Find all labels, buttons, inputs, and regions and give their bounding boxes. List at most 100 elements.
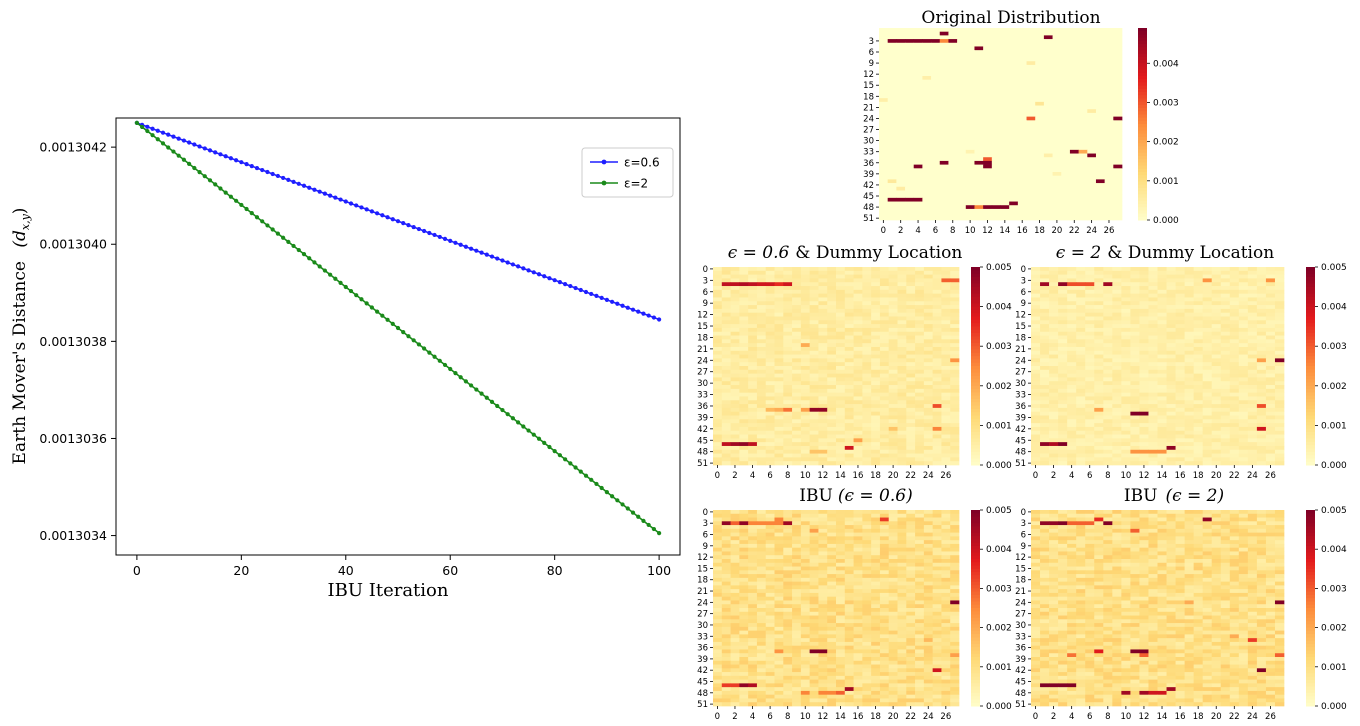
heatmap-cell [1078, 79, 1088, 84]
heatmap-cell [906, 407, 916, 413]
heatmap-cell [1202, 434, 1213, 439]
heatmap-cell [931, 127, 941, 132]
heatmap-cell [1095, 101, 1105, 106]
heatmap-cell [897, 320, 907, 325]
heatmap-cell [1139, 362, 1149, 367]
heatmap-cell [756, 388, 767, 394]
heatmap-cell [887, 94, 897, 99]
heatmap-cell [748, 343, 758, 348]
heatmap-cell [1094, 312, 1104, 317]
heatmap-cell [923, 430, 933, 435]
colorbar-segment [1306, 382, 1315, 387]
data-point [615, 301, 620, 306]
heatmap-cell [1078, 135, 1088, 140]
heatmap-cell [991, 190, 1001, 195]
heatmap-cell [1040, 289, 1050, 295]
heatmap-cell [923, 305, 933, 310]
heatmap-cell [1184, 267, 1194, 272]
heatmap-cell [915, 358, 925, 363]
line-x-ticks: 0 20 40 60 80 100 [133, 555, 671, 578]
heatmap-cell [913, 35, 923, 40]
data-point [155, 137, 160, 142]
heatmap-cell [713, 346, 723, 352]
heatmap-cell [1017, 186, 1027, 191]
data-point [495, 403, 500, 409]
heatmap-cell [1211, 449, 1222, 454]
heatmap-cell [1009, 168, 1019, 173]
heatmap-cell [897, 377, 907, 382]
heatmap-cell [1274, 346, 1285, 352]
heatmap-cell [897, 453, 907, 458]
heatmap-cell [1130, 267, 1140, 272]
heatmap-cell [1087, 83, 1097, 88]
heatmap-cell [957, 98, 967, 103]
heatmap-cell [879, 149, 889, 154]
heatmap-cell [896, 50, 906, 55]
heatmap-cell [923, 354, 933, 359]
heatmap-cell [1265, 453, 1276, 458]
heatmap-cell [774, 343, 784, 348]
heatmap-cell [923, 453, 933, 458]
heatmap-cell [1113, 183, 1123, 188]
heatmap-cell [915, 327, 925, 333]
heatmap-cell [887, 149, 897, 154]
heatmap-cell [1130, 335, 1140, 340]
heatmap-cell [862, 461, 872, 466]
heatmap-cell [774, 270, 784, 275]
heatmap-cell [1087, 190, 1097, 195]
heatmap-cell [932, 377, 942, 382]
heatmap-cell [748, 274, 758, 279]
heatmap-cell [765, 274, 775, 279]
heatmap-cell [827, 358, 837, 363]
heatmap-cell [1061, 72, 1071, 77]
heatmap-cell [1148, 343, 1158, 348]
heatmap-cell [774, 358, 784, 363]
heatmap-cell [730, 453, 740, 458]
heatmap-cell [774, 297, 784, 302]
heatmap-cell [931, 61, 941, 66]
heatmap-cell [792, 278, 802, 283]
heatmap-cell [915, 335, 925, 340]
data-point [275, 231, 280, 236]
heatmap-cell [915, 278, 925, 283]
heatmap-cell [1076, 423, 1086, 428]
heatmap-cell [991, 160, 1001, 165]
heatmap-cell [923, 461, 933, 466]
heatmap-cell [888, 423, 898, 428]
heatmap-cell [1040, 324, 1050, 329]
heatmap-cell [713, 392, 723, 397]
heatmap-cell [853, 305, 863, 310]
heatmap-cell [948, 39, 958, 44]
heatmap-cell [862, 362, 872, 367]
heatmap-cell [1049, 423, 1059, 428]
heatmap-cell [905, 39, 915, 44]
heatmap-cell [1031, 289, 1041, 295]
heatmap-cell [991, 120, 1001, 125]
heatmap-cell [1052, 153, 1062, 158]
heatmap-cell [1052, 61, 1062, 66]
x-tick-label: 12 [817, 471, 828, 481]
heatmap-cell [1058, 396, 1068, 401]
heatmap-cell [922, 116, 932, 121]
heatmap-cell [897, 461, 907, 466]
heatmap-cell [853, 411, 863, 416]
heatmap-cell [887, 76, 897, 81]
heatmap-cell [1247, 366, 1258, 371]
heatmap-cell [1035, 168, 1045, 173]
heatmap-cell [1087, 168, 1097, 173]
heatmap-cell [922, 212, 932, 217]
heatmap-cell [730, 415, 740, 420]
heatmap-cell [1247, 293, 1258, 298]
heatmap-cell [1247, 316, 1258, 321]
heatmap-cell [1220, 350, 1231, 355]
heatmap-cell [1067, 369, 1077, 374]
x-tick-label: 0 [133, 563, 141, 578]
heatmap-cell [818, 362, 828, 367]
heatmap-cell [1026, 90, 1036, 95]
heatmap-cell [783, 308, 793, 314]
colorbar-segment [1138, 175, 1147, 179]
heatmap-cell [1095, 46, 1105, 51]
heatmap-cell [853, 316, 863, 321]
heatmap-cell [939, 183, 949, 188]
heatmap-cell [1040, 297, 1050, 302]
